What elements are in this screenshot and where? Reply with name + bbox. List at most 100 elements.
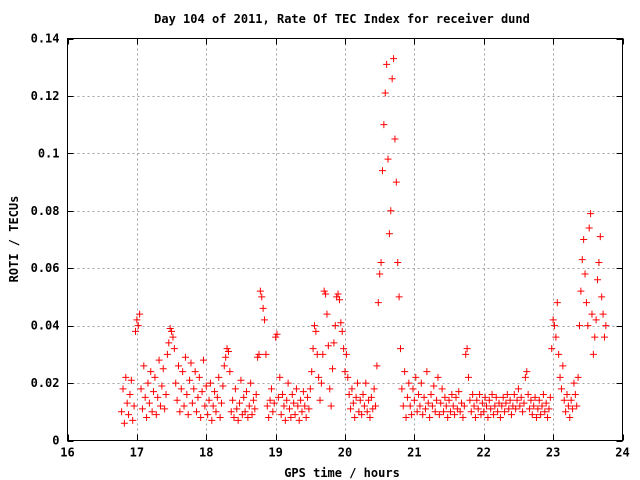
data-point xyxy=(347,405,355,413)
data-point xyxy=(137,385,145,393)
data-point xyxy=(150,388,158,396)
chart-title: Day 104 of 2011, Rate Of TEC Index for r… xyxy=(154,12,530,26)
data-point xyxy=(435,411,443,419)
data-point xyxy=(212,408,220,416)
data-point xyxy=(485,396,493,404)
data-point xyxy=(329,365,337,373)
data-point xyxy=(494,408,502,416)
data-point xyxy=(353,379,361,387)
data-point xyxy=(381,89,389,97)
data-point xyxy=(168,327,176,335)
data-point xyxy=(441,393,449,401)
data-point xyxy=(204,411,212,419)
data-point xyxy=(245,402,253,410)
data-point xyxy=(237,376,245,384)
data-point xyxy=(392,178,400,186)
data-point xyxy=(230,414,238,422)
data-point xyxy=(320,287,328,295)
data-point xyxy=(130,402,138,410)
data-point xyxy=(276,373,284,381)
data-point xyxy=(552,333,560,341)
grid-lines xyxy=(67,38,623,441)
data-point xyxy=(206,379,214,387)
data-point xyxy=(438,385,446,393)
data-point xyxy=(470,402,478,410)
data-point xyxy=(434,373,442,381)
data-point xyxy=(209,402,217,410)
data-point xyxy=(463,345,471,353)
data-point xyxy=(309,345,317,353)
data-point xyxy=(587,210,595,218)
data-point xyxy=(140,362,148,370)
data-point xyxy=(220,362,228,370)
data-point xyxy=(451,411,459,419)
data-point xyxy=(213,393,221,401)
data-point xyxy=(398,385,406,393)
data-point xyxy=(378,167,386,175)
data-point xyxy=(258,293,266,301)
data-point xyxy=(510,391,518,399)
data-point xyxy=(602,322,610,330)
data-point xyxy=(535,396,543,404)
data-point xyxy=(266,396,274,404)
y-tick-label: 0.08 xyxy=(31,204,60,218)
data-point xyxy=(591,333,599,341)
data-point xyxy=(445,396,453,404)
data-point xyxy=(567,396,575,404)
data-point xyxy=(170,345,178,353)
data-point xyxy=(442,402,450,410)
data-point xyxy=(315,373,323,381)
x-tick-labels: 16 17 18 19 20 21 22 23 24 xyxy=(60,446,629,460)
y-tick-label: 0.12 xyxy=(31,89,60,103)
data-point xyxy=(163,350,171,358)
data-point xyxy=(191,368,199,376)
data-point xyxy=(145,399,153,407)
data-point xyxy=(152,411,160,419)
data-point xyxy=(377,258,385,266)
data-point xyxy=(462,350,470,358)
data-point xyxy=(388,75,396,83)
data-point xyxy=(512,405,520,413)
data-point xyxy=(374,299,382,307)
data-point xyxy=(448,391,456,399)
data-point xyxy=(218,399,226,407)
data-point xyxy=(287,414,295,422)
data-point xyxy=(242,388,250,396)
data-point xyxy=(177,385,185,393)
data-point xyxy=(297,396,305,404)
data-point xyxy=(344,373,352,381)
data-point xyxy=(122,373,130,381)
data-point xyxy=(499,393,507,401)
data-point xyxy=(308,368,316,376)
data-point xyxy=(358,411,366,419)
data-point xyxy=(409,385,417,393)
data-point xyxy=(291,411,299,419)
data-point xyxy=(498,402,506,410)
data-point xyxy=(571,391,579,399)
data-point xyxy=(478,399,486,407)
data-point xyxy=(370,385,378,393)
data-point xyxy=(553,299,561,307)
data-point xyxy=(427,391,435,399)
data-point xyxy=(216,414,224,422)
data-point xyxy=(384,155,392,163)
data-point xyxy=(402,414,410,422)
data-point xyxy=(316,396,324,404)
data-point xyxy=(306,385,314,393)
data-point xyxy=(483,402,491,410)
data-point xyxy=(410,396,418,404)
y-tick-label: 0.14 xyxy=(31,32,60,46)
data-point xyxy=(302,414,310,422)
data-point xyxy=(476,391,484,399)
data-point xyxy=(433,396,441,404)
data-point xyxy=(234,416,242,424)
data-point xyxy=(516,402,524,410)
data-point xyxy=(154,393,162,401)
data-point xyxy=(131,327,139,335)
data-point xyxy=(175,362,182,370)
data-point xyxy=(559,362,567,370)
data-point xyxy=(387,207,395,215)
y-tick-label: 0.02 xyxy=(31,376,60,390)
y-tick-label: 0.06 xyxy=(31,261,60,275)
data-point xyxy=(294,402,302,410)
